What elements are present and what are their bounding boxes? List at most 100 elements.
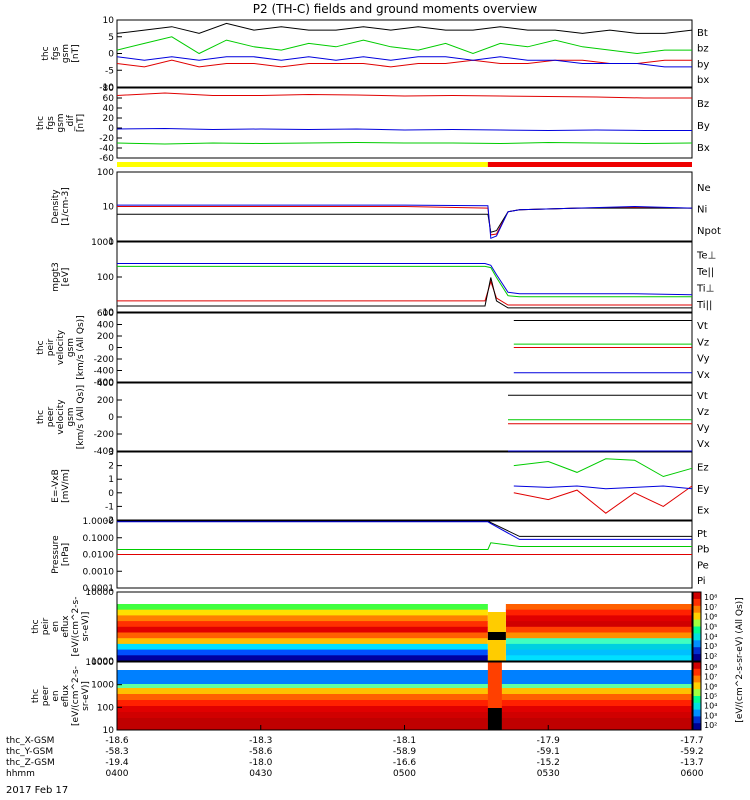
- spectrogram-band-post: [505, 615, 692, 622]
- colorbar-label: 10⁵: [704, 623, 717, 632]
- y-axis-label: [1/cm-3]: [61, 187, 71, 225]
- colorbar-label: 10⁶: [704, 613, 717, 622]
- spectrogram-ion: [117, 592, 692, 662]
- colorbar-segment: [693, 696, 701, 704]
- y-tick-label: 0: [108, 50, 114, 60]
- y-tick-label: 20: [103, 114, 115, 124]
- colorbar-label: 10⁸: [704, 593, 717, 602]
- colorbar-segment: [693, 626, 701, 634]
- x-axis-value: 0530: [537, 769, 560, 779]
- y-tick-label: 1000: [91, 681, 114, 691]
- x-axis-value: -58.6: [249, 747, 273, 757]
- legend-Ez: Ez: [697, 463, 709, 474]
- spectrogram-band: [117, 718, 692, 725]
- y-tick-label: -20: [99, 134, 114, 144]
- x-axis-value: -18.0: [249, 758, 273, 768]
- colorbar-segment: [693, 716, 701, 724]
- colorbar-label: 10⁷: [704, 603, 717, 612]
- y-tick-label: -1: [105, 502, 114, 512]
- y-axis-label: thc: [36, 116, 46, 130]
- y-tick-label: 200: [97, 332, 114, 342]
- x-axis-value: -16.6: [393, 758, 417, 768]
- spectrogram-band-post: [505, 604, 692, 611]
- colorbar-segment: [693, 619, 701, 627]
- y-axis-label: eflux: [61, 615, 71, 638]
- y-axis-label: Density: [51, 189, 61, 224]
- y-tick-label: -200: [94, 430, 115, 440]
- spectrogram-band: [117, 700, 692, 707]
- spectrogram-band-post: [505, 638, 692, 645]
- legend-Te⊥: Te⊥: [696, 250, 716, 261]
- y-axis-label: peer: [41, 685, 51, 706]
- x-axis-value: -58.3: [105, 747, 128, 757]
- legend-Pi: Pi: [697, 576, 706, 587]
- series-line-Ey: [513, 458, 693, 478]
- spectrogram-band: [117, 694, 692, 701]
- colorbar-electron: [692, 661, 702, 731]
- y-axis-label: thc: [36, 410, 46, 424]
- spectrogram-upper-band: [117, 670, 692, 684]
- y-tick-label: 100: [97, 168, 114, 178]
- legend-Npot: Npot: [697, 226, 721, 237]
- colorbar-frame: [692, 591, 702, 662]
- colorbar-segment: [693, 675, 701, 683]
- legend-Vy: Vy: [697, 354, 710, 365]
- spectrogram-electron: [117, 662, 692, 731]
- y-tick-label: 40: [103, 104, 115, 114]
- colorbar-unit: [eV/(cm^2-s-sr-eV) (All Qs)]: [735, 597, 745, 722]
- series-line-by: [116, 36, 692, 55]
- y-axis-label: thc: [31, 689, 41, 703]
- legend-Vt: Vt: [697, 321, 708, 332]
- legend-Vz: Vz: [697, 337, 709, 348]
- spectrogram-band-pre: [117, 604, 488, 611]
- colorbar-segment: [693, 633, 701, 641]
- status-bar-yellow: [117, 162, 488, 167]
- y-axis-label: peir: [41, 617, 51, 635]
- legend-bx: bx: [697, 75, 709, 86]
- spectrogram-band-pre: [117, 615, 488, 622]
- y-tick-label: 1000: [91, 657, 114, 667]
- y-tick-label: -5: [105, 66, 114, 76]
- y-tick-label: -400: [94, 447, 115, 457]
- legend-By: By: [697, 121, 710, 132]
- panel-frame: [116, 451, 693, 521]
- y-tick-label: -10: [99, 83, 114, 93]
- colorbar-label: 10²: [704, 652, 717, 661]
- y-axis-label: [eV/(cm^2-s-: [71, 597, 81, 657]
- y-tick-label: 400: [97, 379, 114, 389]
- legend-Bz: Bz: [697, 99, 709, 110]
- spectrogram-gap: [487, 708, 502, 730]
- colorbar-segment: [693, 662, 701, 670]
- y-tick-label: 200: [97, 396, 114, 406]
- legend-Pb: Pb: [697, 545, 709, 556]
- legend-Ti⊥: Ti⊥: [696, 283, 714, 294]
- x-axis-value: -17.7: [680, 736, 703, 746]
- spectrogram-gap: [487, 632, 506, 640]
- spectrogram-band-post: [505, 643, 692, 651]
- y-tick-label: 0.0100: [83, 551, 115, 561]
- y-axis-label: sr-eV)]: [81, 612, 91, 642]
- series-line-Ex: [513, 485, 693, 490]
- x-axis-value: 0400: [106, 769, 129, 779]
- legend-Ne: Ne: [697, 183, 711, 194]
- y-tick-label: 10: [103, 203, 115, 213]
- legend-Vx: Vx: [697, 439, 710, 450]
- legend-Vx: Vx: [697, 370, 710, 381]
- colorbar-segment: [693, 605, 701, 614]
- y-axis-label: mpgt3: [51, 262, 61, 291]
- legend-Bx: Bx: [697, 143, 710, 154]
- spectrogram-band: [117, 682, 692, 689]
- colorbar-segment: [693, 702, 701, 711]
- legend-Vz: Vz: [697, 407, 709, 418]
- y-axis-label: thc: [36, 340, 46, 354]
- panel-frame: [116, 382, 693, 452]
- y-tick-label: 100: [97, 703, 114, 713]
- spectrogram-band-post: [505, 621, 692, 628]
- y-axis-label: [nT]: [76, 114, 86, 132]
- legend-Ex: Ex: [697, 505, 709, 516]
- series-line-Bt: [116, 22, 693, 34]
- series-line-Ti⊥: [117, 263, 693, 296]
- y-tick-label: 1: [108, 237, 114, 247]
- x-axis-value: -18.1: [393, 736, 416, 746]
